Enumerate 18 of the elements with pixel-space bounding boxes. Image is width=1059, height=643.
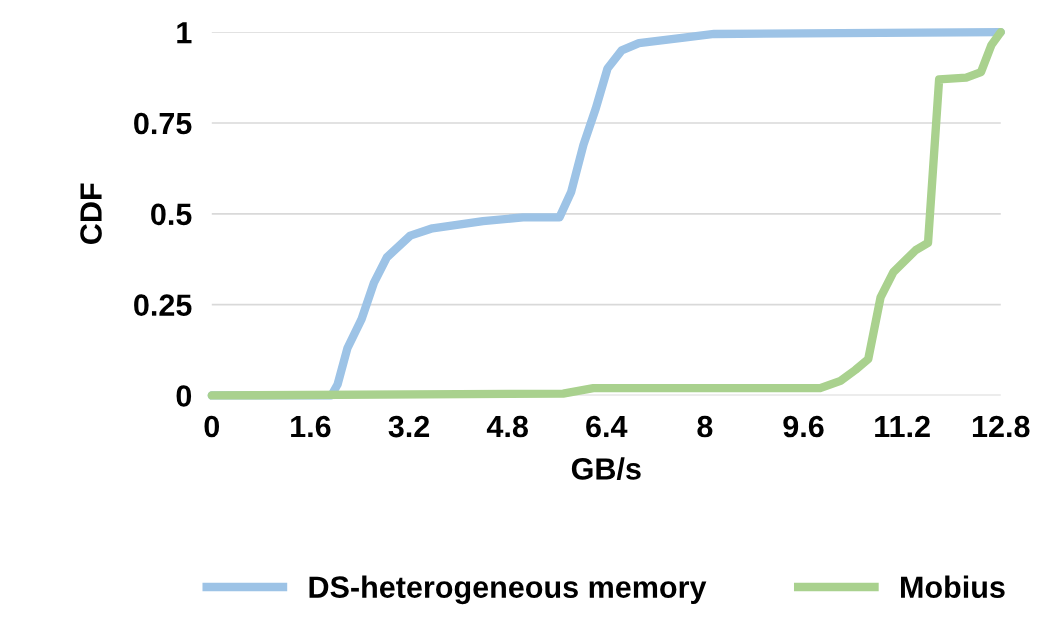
- legend-label: DS-heterogeneous memory: [309, 575, 707, 605]
- y-tick-label: 0.75: [134, 112, 192, 135]
- y-tick-label: 0.25: [134, 294, 192, 316]
- x-tick-label: 0: [204, 415, 220, 438]
- x-tick-label: 8: [697, 415, 713, 438]
- y-tick-label: 0: [176, 385, 192, 407]
- x-tick-label: 3.2: [388, 415, 430, 438]
- x-tick-label: 12.8: [972, 415, 1030, 438]
- y-tick-label: 0.5: [151, 203, 192, 226]
- y-axis-title: CDF: [80, 183, 102, 244]
- y-tick-label: 1: [177, 22, 192, 44]
- x-tick-label: 1.6: [291, 415, 331, 438]
- x-tick-label: 4.8: [486, 415, 528, 438]
- x-tick-label: 9.6: [783, 415, 824, 438]
- x-axis-title: GB/s: [571, 457, 641, 481]
- legend-label: Mobius: [901, 575, 1005, 598]
- x-tick-label: 6.4: [586, 415, 628, 438]
- x-tick-label: 11.2: [875, 415, 930, 438]
